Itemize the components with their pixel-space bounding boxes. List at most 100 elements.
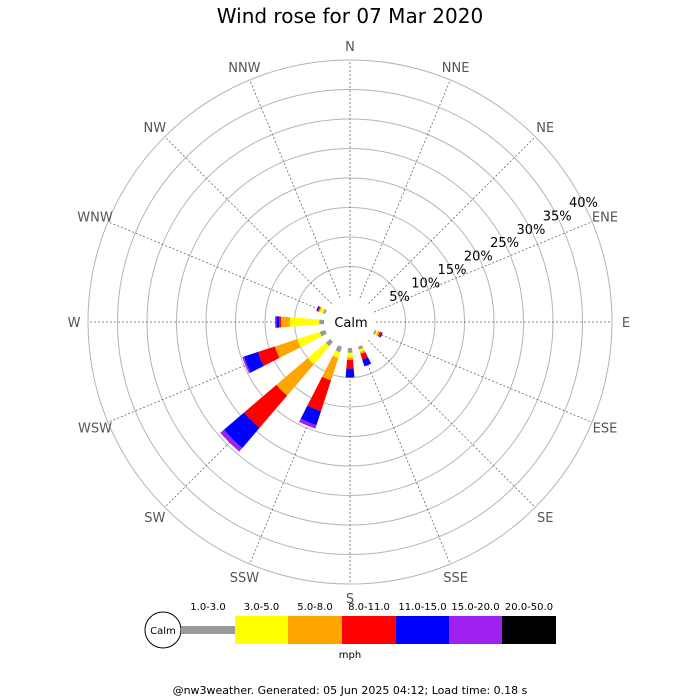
bar-segment <box>317 306 321 312</box>
ring-label: 20% <box>464 250 493 265</box>
bar-w <box>275 316 325 328</box>
calm-center: Calm <box>324 296 376 348</box>
direction-label: E <box>622 316 630 331</box>
bar-segment <box>323 309 327 314</box>
calm-circle <box>324 296 376 348</box>
legend-label: 8.0-11.0 <box>348 602 390 613</box>
direction-labels: N NNE NE ENE E ESE SE SSE S SSW SW WSW W WNW NW NNW <box>68 40 631 607</box>
bar-segment <box>325 338 334 347</box>
bar-sse <box>358 345 372 367</box>
calm-label: Calm <box>334 316 367 331</box>
direction-label: SE <box>537 511 553 526</box>
bar-segment <box>347 352 353 358</box>
legend-calm-label: Calm <box>150 626 176 637</box>
bar-segment <box>322 355 339 381</box>
grid-spoke <box>164 340 332 508</box>
legend-swatch <box>235 616 288 644</box>
bar-wnw <box>316 305 327 314</box>
direction-label: WNW <box>77 210 113 225</box>
ring-label: 30% <box>516 223 545 238</box>
legend-swatch <box>396 616 449 644</box>
bar-ese <box>373 330 383 338</box>
legend-label: 1.0-3.0 <box>190 602 225 613</box>
bar-ssw <box>299 345 342 429</box>
bar-segment <box>358 347 365 353</box>
ring-label: 10% <box>411 276 440 291</box>
grid-spoke <box>249 345 341 565</box>
grid-spoke <box>359 79 451 299</box>
bar-sw <box>220 338 334 452</box>
grid-ring <box>176 148 524 496</box>
bar-segment <box>276 358 314 396</box>
bar-segment <box>346 359 354 369</box>
bar-segment <box>244 384 288 428</box>
bar-segment <box>276 316 280 328</box>
direction-label: W <box>68 316 81 331</box>
bar-segment <box>345 368 355 378</box>
bar-segment <box>373 330 377 335</box>
wind-bars <box>220 305 383 452</box>
legend-label: 20.0-50.0 <box>505 602 553 613</box>
bar-segment <box>307 376 332 412</box>
bar-segment <box>279 316 282 328</box>
grid-spoke <box>359 345 451 565</box>
legend-label: 3.0-5.0 <box>244 602 279 613</box>
bar-segment <box>374 330 379 336</box>
direction-label: NNE <box>442 61 470 76</box>
ring-label: 25% <box>490 236 519 251</box>
bar-segment <box>379 332 383 338</box>
direction-label: ENE <box>592 210 618 225</box>
bar-segment <box>242 356 251 374</box>
direction-label: NE <box>536 121 554 136</box>
footer-note: @nw3weather. Generated: 05 Jun 2025 04:1… <box>172 684 528 697</box>
bar-segment <box>275 316 277 328</box>
bar-segment <box>316 305 320 312</box>
grid-spoke <box>373 221 593 313</box>
grid-spoke <box>249 79 341 299</box>
chart-title: Wind rose for 07 Mar 2020 <box>216 4 484 28</box>
legend-swatch <box>449 616 502 644</box>
grid-spoke <box>107 331 327 423</box>
bar-segment <box>280 316 290 328</box>
direction-label: S <box>346 592 354 607</box>
bar-segment <box>359 350 366 355</box>
ring-label: 15% <box>438 263 467 278</box>
direction-label: ESE <box>593 422 618 437</box>
bar-segment <box>332 350 341 358</box>
direction-label: WSW <box>78 422 112 437</box>
direction-label: SW <box>144 511 165 526</box>
bar-segment <box>319 330 327 337</box>
polar-grid <box>87 59 613 585</box>
grid-spoke <box>368 340 536 508</box>
bar-segment <box>257 346 280 366</box>
direction-label: N <box>345 40 355 55</box>
grid-spoke <box>373 331 593 423</box>
ring-label: 35% <box>543 209 572 224</box>
legend-label: 11.0-15.0 <box>398 602 446 613</box>
legend-swatch <box>181 626 235 634</box>
ring-label: 40% <box>569 196 598 211</box>
legend-unit-label: mph <box>339 650 361 661</box>
direction-label: NW <box>144 121 167 136</box>
bar-segment <box>362 357 372 367</box>
bar-segment <box>243 351 264 373</box>
bar-segment <box>347 347 353 353</box>
legend-swatch <box>502 616 556 644</box>
legend-swatch <box>342 616 396 644</box>
grid-spoke <box>164 136 332 304</box>
legend-label: 15.0-20.0 <box>451 602 499 613</box>
bar-segment <box>318 306 322 313</box>
bar-segment <box>319 307 325 314</box>
grid-ring <box>117 89 583 555</box>
bar-segment <box>297 331 322 348</box>
bar-s <box>345 347 355 378</box>
speed-legend: Calm mph 1.0-3.0 3.0-5.0 5.0-8.0 8.0-11.0 11… <box>144 602 556 661</box>
bar-segment <box>307 342 330 365</box>
direction-label: SSW <box>230 571 260 586</box>
bar-segment <box>274 339 301 358</box>
legend-label: 5.0-8.0 <box>297 602 332 613</box>
grid-ring <box>87 59 613 585</box>
bar-segment <box>299 418 317 429</box>
grid-ring <box>264 236 436 408</box>
